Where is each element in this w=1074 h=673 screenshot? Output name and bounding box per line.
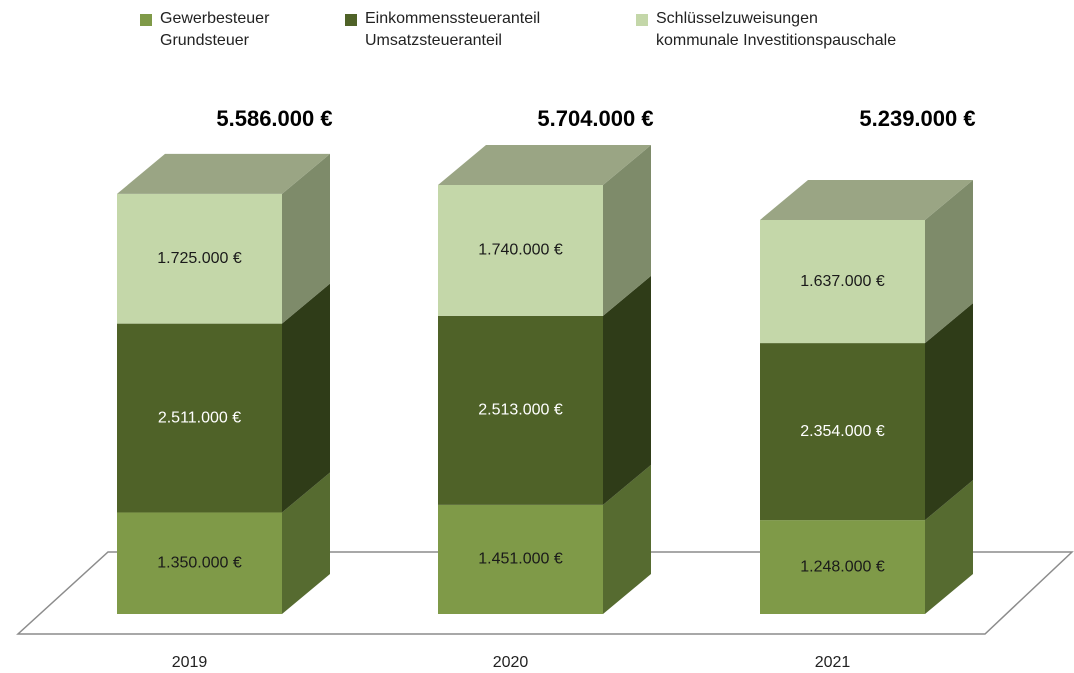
bar-segment — [438, 185, 603, 316]
bar-side — [282, 283, 330, 513]
value-label: 1.350.000 € — [157, 554, 242, 571]
legend-swatch — [636, 14, 648, 26]
x-tick-label: 2019 — [172, 654, 208, 671]
bar-side — [603, 464, 651, 614]
total-label: 5.586.000 € — [216, 106, 332, 131]
value-label: 2.513.000 € — [478, 402, 563, 419]
bar-segment — [760, 343, 925, 521]
value-label: 2.511.000 € — [158, 409, 241, 426]
legend-item: Gewerbesteuer Grundsteuer — [140, 8, 269, 52]
legend-item: Schlüsselzuweisungen kommunale Investiti… — [636, 8, 896, 52]
bar-segment — [117, 512, 282, 614]
bar-side — [925, 179, 973, 344]
value-label: 1.451.000 € — [478, 551, 563, 568]
x-tick-label: 2021 — [815, 654, 851, 671]
bar-segment — [760, 219, 925, 344]
total-label: 5.239.000 € — [859, 106, 975, 131]
x-tick-label: 2020 — [493, 654, 529, 671]
value-label: 1.248.000 € — [800, 558, 885, 575]
bar-side — [282, 472, 330, 614]
value-label: 1.725.000 € — [157, 250, 242, 267]
bar-side — [925, 480, 973, 614]
value-label: 1.740.000 € — [478, 242, 563, 259]
total-label: 5.704.000 € — [537, 106, 653, 131]
bar-segment — [117, 323, 282, 513]
bar-top — [117, 153, 330, 194]
bar-segment — [438, 315, 603, 505]
bar-top — [760, 179, 973, 220]
bar-side — [603, 145, 651, 316]
bar-side — [925, 303, 973, 521]
bar-side — [282, 153, 330, 324]
legend-label: Gewerbesteuer Grundsteuer — [160, 10, 270, 49]
value-label: 1.637.000 € — [800, 273, 885, 290]
bar-segment — [117, 193, 282, 324]
bar-top — [438, 145, 651, 185]
bar-segment — [438, 504, 603, 614]
legend-label: Einkommenssteueranteil Umsatzsteuerantei… — [365, 10, 541, 49]
bar-segment — [760, 520, 925, 614]
bar-side — [603, 275, 651, 505]
legend-swatch — [345, 14, 357, 26]
legend-label: Schlüsselzuweisungen kommunale Investiti… — [656, 10, 897, 49]
value-label: 2.354.000 € — [800, 423, 885, 440]
legend-item: Einkommenssteueranteil Umsatzsteuerantei… — [345, 8, 540, 52]
legend-swatch — [140, 14, 152, 26]
